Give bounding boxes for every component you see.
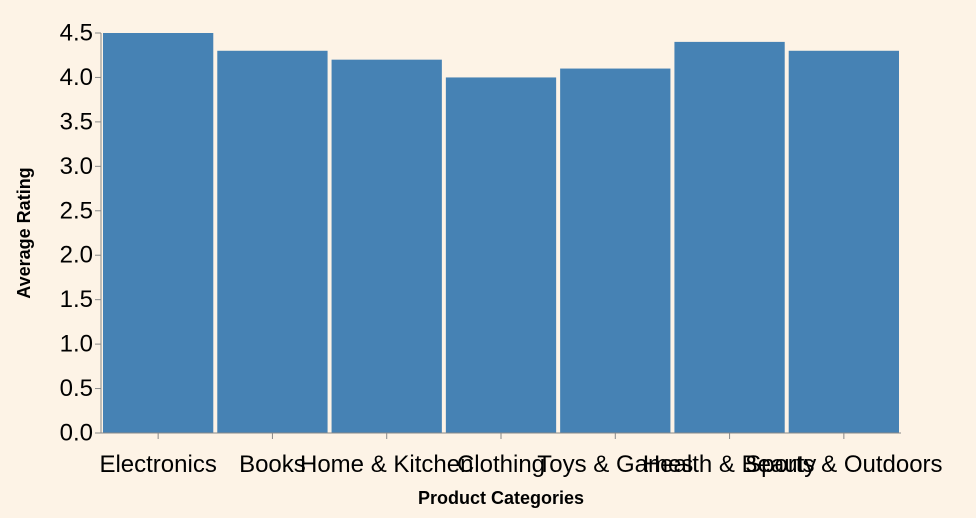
y-tick-label: 3.5 (60, 108, 93, 135)
x-tick-label: Toys & Games (537, 451, 693, 478)
x-tick-label: Home & Kitchen (300, 451, 473, 478)
y-axis: 0.0 0.5 1.0 1.5 2.0 2.5 3.0 3.5 4.0 4.5 (60, 20, 102, 447)
bar-3 (445, 77, 557, 433)
bar-2 (331, 59, 442, 434)
x-axis-title: Product Categories (418, 488, 584, 508)
bar-1 (217, 50, 328, 434)
bar-4 (560, 68, 671, 434)
y-tick-label: 4.0 (60, 64, 93, 91)
bar-6 (788, 50, 899, 434)
y-tick-label: 2.5 (60, 197, 93, 224)
x-tick-label: Sports & Outdoors (745, 451, 942, 478)
x-tick-label: Health & Beauty (643, 451, 816, 478)
y-axis-title: Average Rating (14, 167, 34, 298)
y-tick-label: 1.5 (60, 286, 93, 313)
y-tick-label: 3.0 (60, 153, 93, 180)
bar-0 (103, 33, 214, 433)
x-tick-label: Clothing (457, 451, 545, 478)
y-tick-label: 0.0 (60, 420, 93, 447)
y-tick-label: 4.5 (60, 20, 93, 47)
bar-5 (674, 41, 785, 434)
x-tick-label: Electronics (99, 451, 216, 478)
y-tick-label: 1.0 (60, 331, 93, 358)
bars-group (103, 33, 899, 434)
y-tick-label: 2.0 (60, 242, 93, 269)
y-tick-label: 0.5 (60, 375, 93, 402)
x-tick-label: Books (239, 451, 306, 478)
